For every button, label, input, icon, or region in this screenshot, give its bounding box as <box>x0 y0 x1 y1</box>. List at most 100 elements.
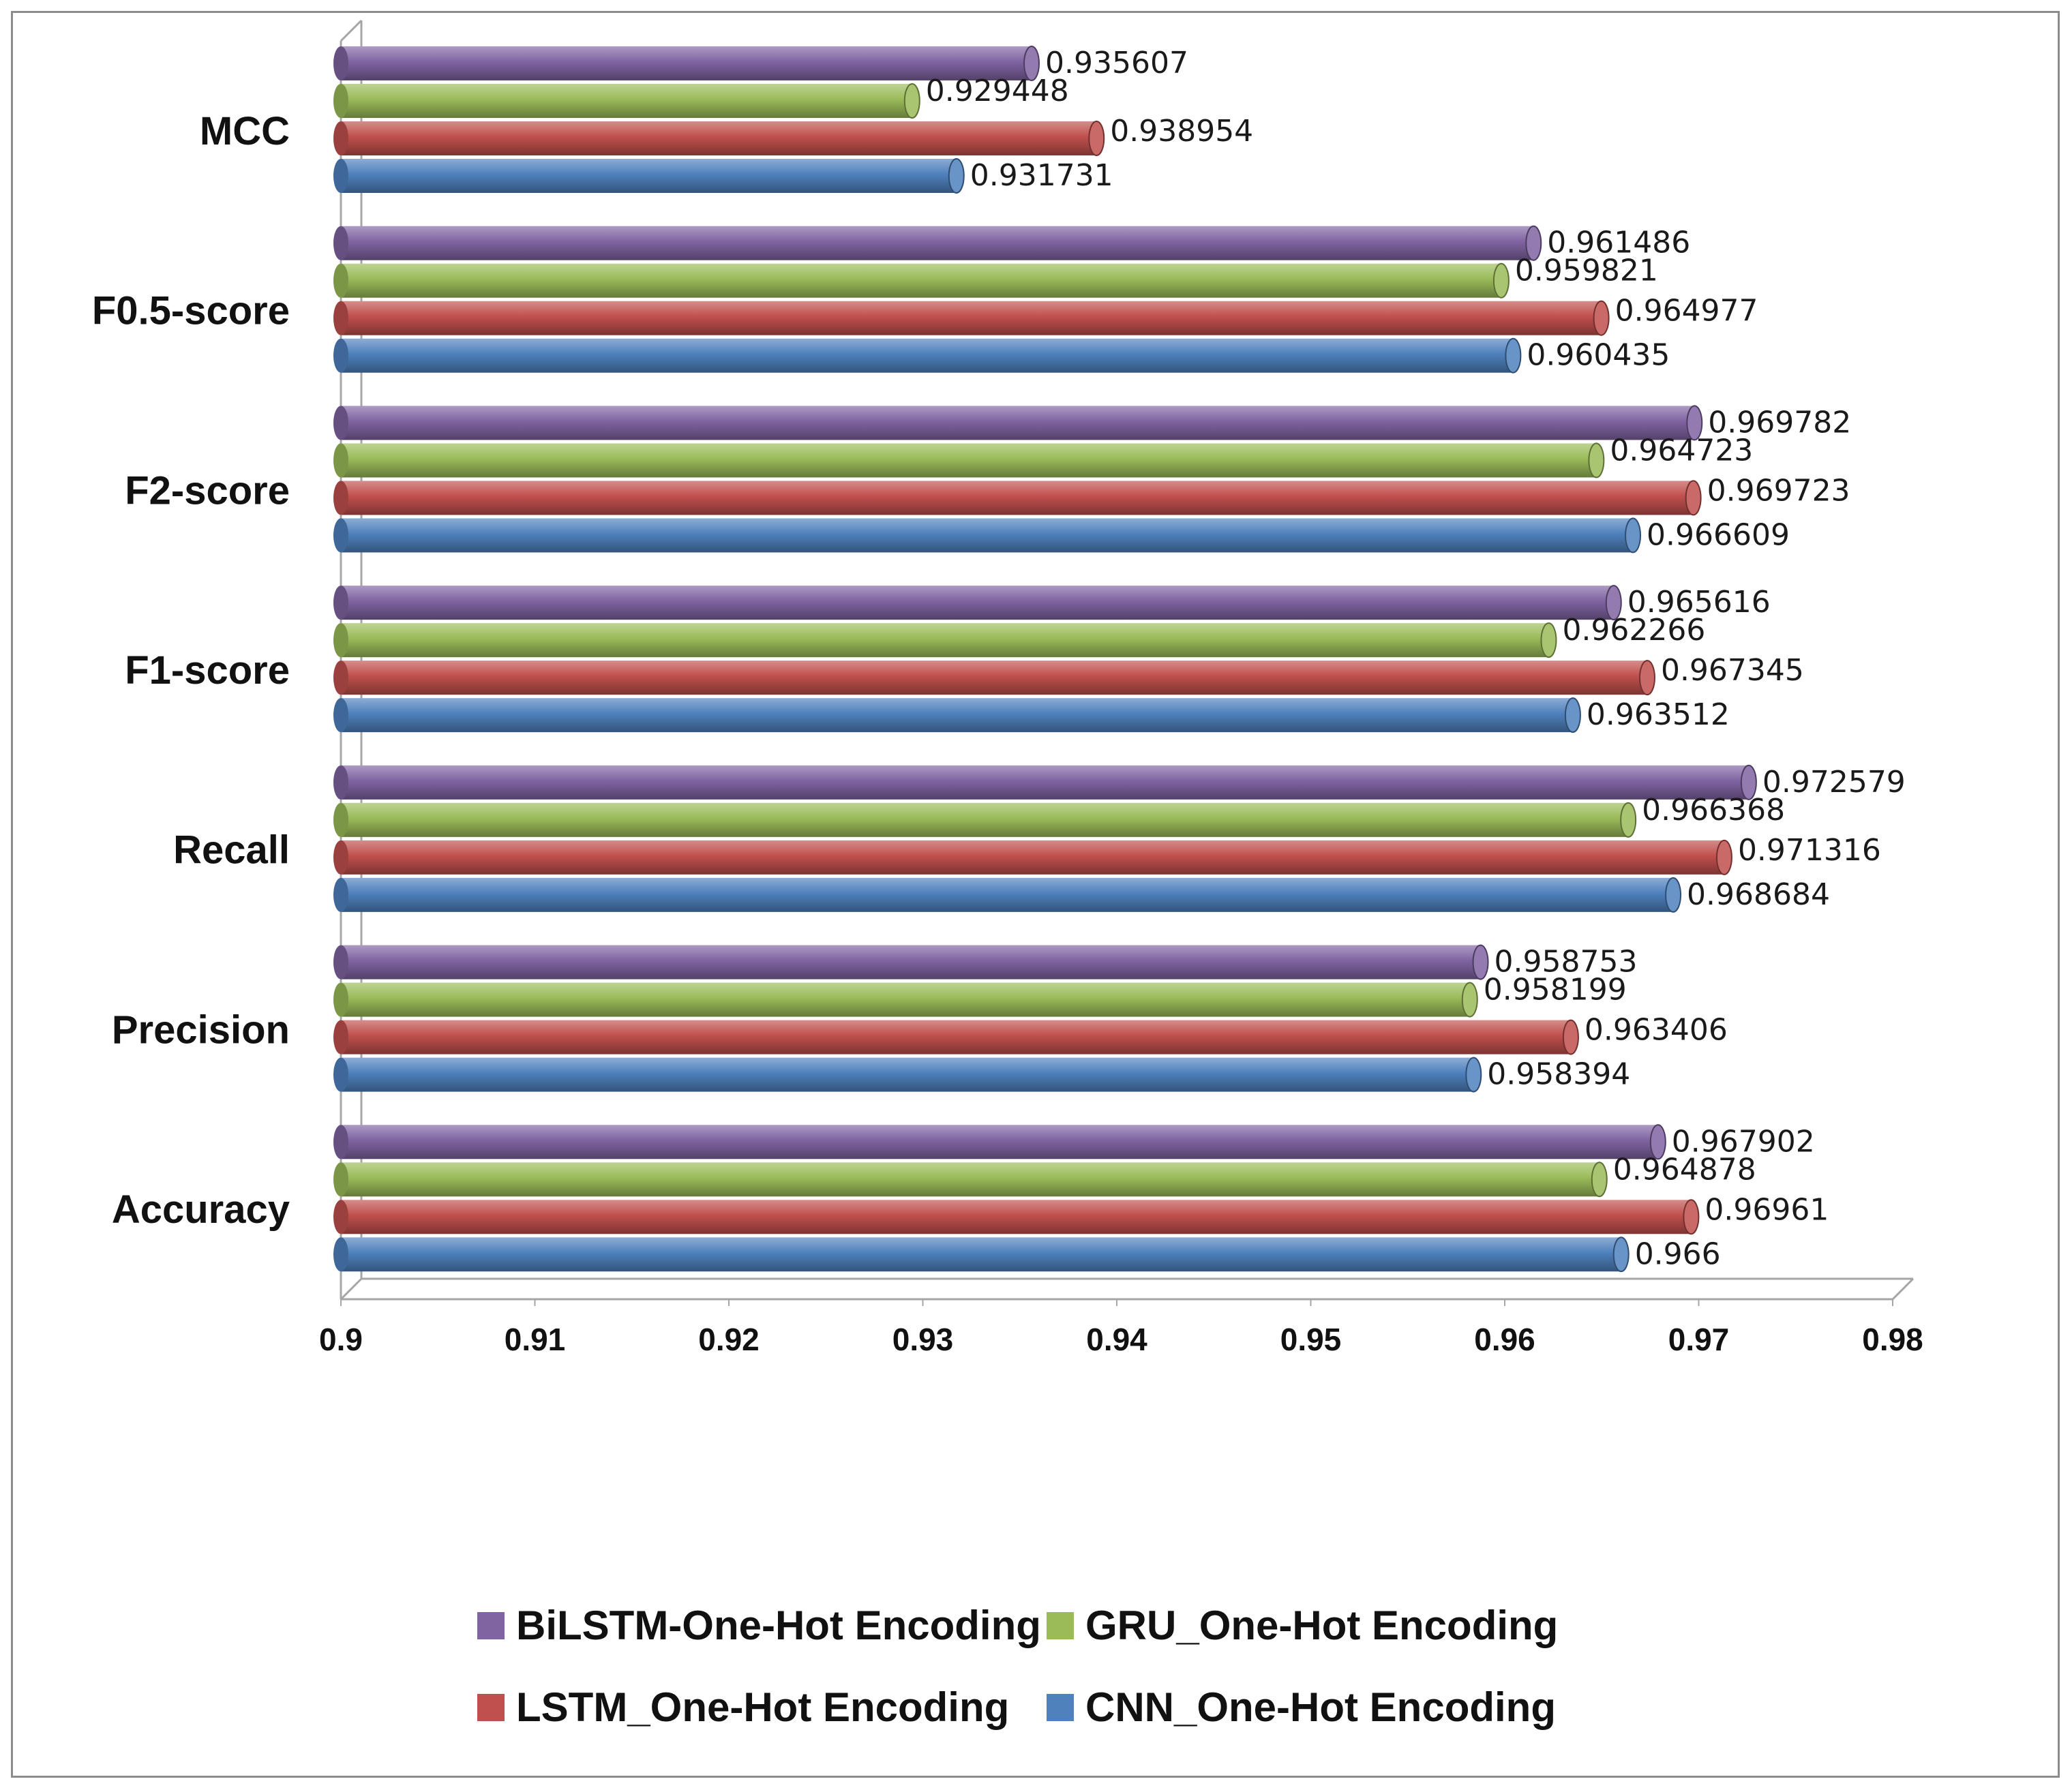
x-tick-label: 0.96 <box>1474 1322 1535 1357</box>
bar-lstm-one-hot-encoding-precision <box>333 1019 1579 1055</box>
bar-cap <box>1685 480 1702 516</box>
bar-cnn-one-hot-encoding-f0-5-score <box>333 337 1522 374</box>
bar-cap <box>903 83 920 119</box>
x-tick-label: 0.98 <box>1862 1322 1923 1357</box>
bar-body <box>341 84 912 118</box>
bar-bilstm-one-hot-encoding-mcc <box>333 46 1040 81</box>
bar-base <box>333 982 348 1017</box>
bar-cnn-one-hot-encoding-f1-score <box>333 697 1581 733</box>
bar-base <box>333 1125 348 1159</box>
bar-bilstm-one-hot-encoding-f0-5-score <box>333 225 1542 261</box>
bar-lstm-one-hot-encoding-accuracy <box>333 1199 1700 1235</box>
value-label-bilstm-one-hot-encoding-f0-5-score: 0.961486 <box>1547 226 1690 260</box>
bar-base <box>333 1237 348 1272</box>
bar-body <box>341 586 1614 620</box>
bar-base <box>333 945 348 980</box>
value-label-lstm-one-hot-encoding-f2-score: 0.969723 <box>1707 473 1850 508</box>
bar-body <box>341 1020 1571 1055</box>
value-label-cnn-one-hot-encoding-f2-score: 0.966609 <box>1647 517 1790 552</box>
bar-gru-one-hot-encoding-f1-score <box>333 622 1557 658</box>
bar-base <box>333 623 348 658</box>
bar-cap <box>1620 802 1637 838</box>
bar-base <box>333 338 348 373</box>
value-label-bilstm-one-hot-encoding-f2-score: 0.969782 <box>1708 405 1851 440</box>
bar-cap <box>1492 262 1510 299</box>
legend-item-gru-one-hot-encoding: GRU_One-Hot Encoding <box>1047 1603 1558 1648</box>
bar-lstm-one-hot-encoding-recall <box>333 839 1732 875</box>
bar-bilstm-one-hot-encoding-f2-score <box>333 405 1703 441</box>
bar-base <box>333 406 348 440</box>
value-label-bilstm-one-hot-encoding-recall: 0.972579 <box>1762 765 1906 800</box>
bar-body <box>341 46 1032 80</box>
category-label-f1-score: F1-score <box>125 648 290 693</box>
bar-body <box>341 982 1470 1017</box>
value-label-cnn-one-hot-encoding-recall: 0.968684 <box>1687 877 1830 912</box>
value-label-lstm-one-hot-encoding-accuracy: 0.96961 <box>1705 1192 1829 1227</box>
bar-gru-one-hot-encoding-accuracy <box>333 1162 1608 1198</box>
legend-label: LSTM_One-Hot Encoding <box>516 1684 1009 1730</box>
bar-body <box>341 481 1694 515</box>
bar-base <box>333 226 348 260</box>
bar-base <box>333 586 348 620</box>
bar-cap <box>1740 764 1757 800</box>
bar-base <box>333 698 348 733</box>
bar-base <box>333 159 348 193</box>
value-label-lstm-one-hot-encoding-recall: 0.971316 <box>1738 833 1881 868</box>
bar-base <box>333 518 348 553</box>
bar-gru-one-hot-encoding-mcc <box>333 83 920 119</box>
bar-lstm-one-hot-encoding-f0-5-score <box>333 300 1610 336</box>
value-label-gru-one-hot-encoding-precision: 0.958199 <box>1484 973 1627 1007</box>
bar-body <box>341 802 1629 837</box>
bar-cap <box>1686 405 1703 441</box>
value-label-lstm-one-hot-encoding-f1-score: 0.967345 <box>1661 653 1804 688</box>
legend-swatch <box>1047 1612 1074 1639</box>
bar-base <box>333 1162 348 1197</box>
bar-cap <box>1088 121 1105 156</box>
bar-bilstm-one-hot-encoding-accuracy <box>333 1124 1666 1160</box>
category-label-f0-5-score: F0.5-score <box>92 289 290 333</box>
bar-cap <box>1465 1057 1482 1093</box>
bar-base <box>333 263 348 298</box>
legend-label: CNN_One-Hot Encoding <box>1085 1684 1556 1730</box>
value-label-gru-one-hot-encoding-accuracy: 0.964878 <box>1613 1152 1756 1187</box>
bar-body <box>341 1237 1621 1272</box>
value-label-bilstm-one-hot-encoding-mcc: 0.935607 <box>1045 46 1188 80</box>
bar-cap <box>1588 442 1605 479</box>
bar-cap <box>1593 300 1610 336</box>
wall-edge-bottom <box>340 1277 363 1301</box>
bar-bilstm-one-hot-encoding-recall <box>333 764 1757 800</box>
category-label-accuracy: Accuracy <box>112 1187 290 1232</box>
x-tick-label: 0.9 <box>319 1322 363 1357</box>
bar-body <box>341 338 1514 373</box>
bar-base <box>333 802 348 837</box>
bar-body <box>341 263 1501 298</box>
value-label-lstm-one-hot-encoding-mcc: 0.938954 <box>1110 114 1253 149</box>
bar-base <box>333 1020 348 1055</box>
bar-base <box>333 121 348 155</box>
value-label-gru-one-hot-encoding-f2-score: 0.964723 <box>1610 433 1753 468</box>
bar-cap <box>1625 517 1642 553</box>
value-label-bilstm-one-hot-encoding-accuracy: 0.967902 <box>1672 1124 1815 1159</box>
bar-cap <box>1525 225 1542 261</box>
bar-base <box>333 765 348 800</box>
bar-body <box>341 1057 1474 1092</box>
value-label-cnn-one-hot-encoding-precision: 0.958394 <box>1487 1057 1630 1092</box>
category-label-mcc: MCC <box>200 109 290 153</box>
bar-body <box>341 1162 1600 1197</box>
bar-base <box>333 443 348 478</box>
bar-bilstm-one-hot-encoding-f1-score <box>333 585 1622 621</box>
bar-base <box>333 1057 348 1092</box>
bar-cnn-one-hot-encoding-f2-score <box>333 517 1642 553</box>
x-tick-label: 0.97 <box>1668 1322 1730 1357</box>
category-label-recall: Recall <box>173 828 290 873</box>
bar-lstm-one-hot-encoding-mcc <box>333 121 1105 156</box>
legend-swatch <box>477 1694 505 1721</box>
legend-label: GRU_One-Hot Encoding <box>1085 1603 1558 1648</box>
x-tick-label: 0.94 <box>1086 1322 1147 1357</box>
bar-base <box>333 661 348 695</box>
bars <box>333 46 1757 1273</box>
bar-body <box>341 877 1674 912</box>
legend-item-cnn-one-hot-encoding: CNN_One-Hot Encoding <box>1047 1684 1556 1730</box>
bar-body <box>341 121 1097 155</box>
x-tick-label: 0.93 <box>892 1322 954 1357</box>
